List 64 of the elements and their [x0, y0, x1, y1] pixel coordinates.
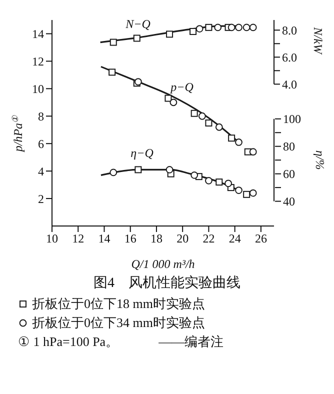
point — [214, 24, 222, 32]
point — [242, 24, 250, 32]
annotation: p−Q — [170, 80, 194, 94]
y3-tick-label: 100 — [283, 112, 301, 126]
y-tick-label: 10 — [32, 82, 44, 96]
legend-label: 折板位于0位下34 mm时实验点 — [32, 314, 205, 332]
point — [205, 176, 212, 184]
point — [235, 138, 242, 146]
point — [205, 24, 212, 31]
point — [224, 180, 232, 188]
point — [133, 34, 140, 42]
x-tick-label: 20 — [176, 232, 189, 246]
point — [108, 68, 116, 76]
point — [134, 166, 142, 174]
y-tick-label: 8 — [38, 109, 44, 124]
text: ① 1 hPa=100 Pa。 — [18, 333, 119, 351]
point — [228, 134, 236, 142]
point — [216, 178, 223, 186]
y-tick-label: 6 — [38, 136, 44, 151]
y-tick-label: 12 — [32, 54, 44, 68]
annotation: η−Q — [130, 146, 154, 160]
text: ——编者注 — [158, 333, 224, 351]
y2-tick-label: 6.0 — [282, 50, 297, 64]
x-tick-label: 26 — [254, 232, 267, 246]
legend-label: 折板位于0位下18 mm时实验点 — [32, 295, 205, 313]
x-tick-label: 18 — [150, 232, 162, 246]
point — [198, 112, 206, 120]
point — [110, 168, 118, 176]
y2-axis-title: N/kW — [311, 26, 325, 55]
point — [166, 30, 174, 38]
point — [170, 98, 178, 106]
y-tick-label: 2 — [38, 192, 44, 206]
y-tick-label: 14 — [32, 26, 44, 41]
y3-tick-label: 60 — [283, 167, 295, 182]
y3-axis-title: η/% — [313, 150, 327, 170]
x-tick-label: 12 — [72, 232, 84, 246]
point — [205, 120, 212, 126]
point — [249, 148, 257, 156]
x-tick-label: 16 — [124, 232, 136, 246]
point — [249, 24, 257, 32]
x-tick-label: 22 — [202, 232, 215, 246]
y-tick-label: 4 — [38, 164, 44, 178]
y2-tick-label: 8.0 — [282, 23, 297, 38]
point — [166, 166, 174, 174]
y3-tick-label: 40 — [283, 194, 295, 209]
point — [235, 186, 242, 194]
point — [110, 38, 117, 46]
point — [235, 24, 242, 32]
point — [243, 190, 250, 198]
x-axis-title: Q/1 000 m³/h — [131, 257, 195, 271]
annotation: N−Q — [124, 17, 151, 31]
x-tick-label: 24 — [228, 232, 241, 246]
text: 图4 风机性能实验曲线 — [92, 274, 242, 292]
y3-tick-label: 80 — [283, 140, 295, 154]
point — [196, 25, 204, 32]
point — [164, 94, 172, 102]
point — [190, 171, 198, 179]
x-tick-label: 14 — [98, 232, 110, 246]
y2-tick-label: 4.0 — [282, 77, 297, 92]
point — [228, 24, 236, 32]
point — [190, 110, 198, 117]
point — [215, 123, 223, 131]
point — [190, 28, 197, 35]
point — [249, 189, 257, 197]
